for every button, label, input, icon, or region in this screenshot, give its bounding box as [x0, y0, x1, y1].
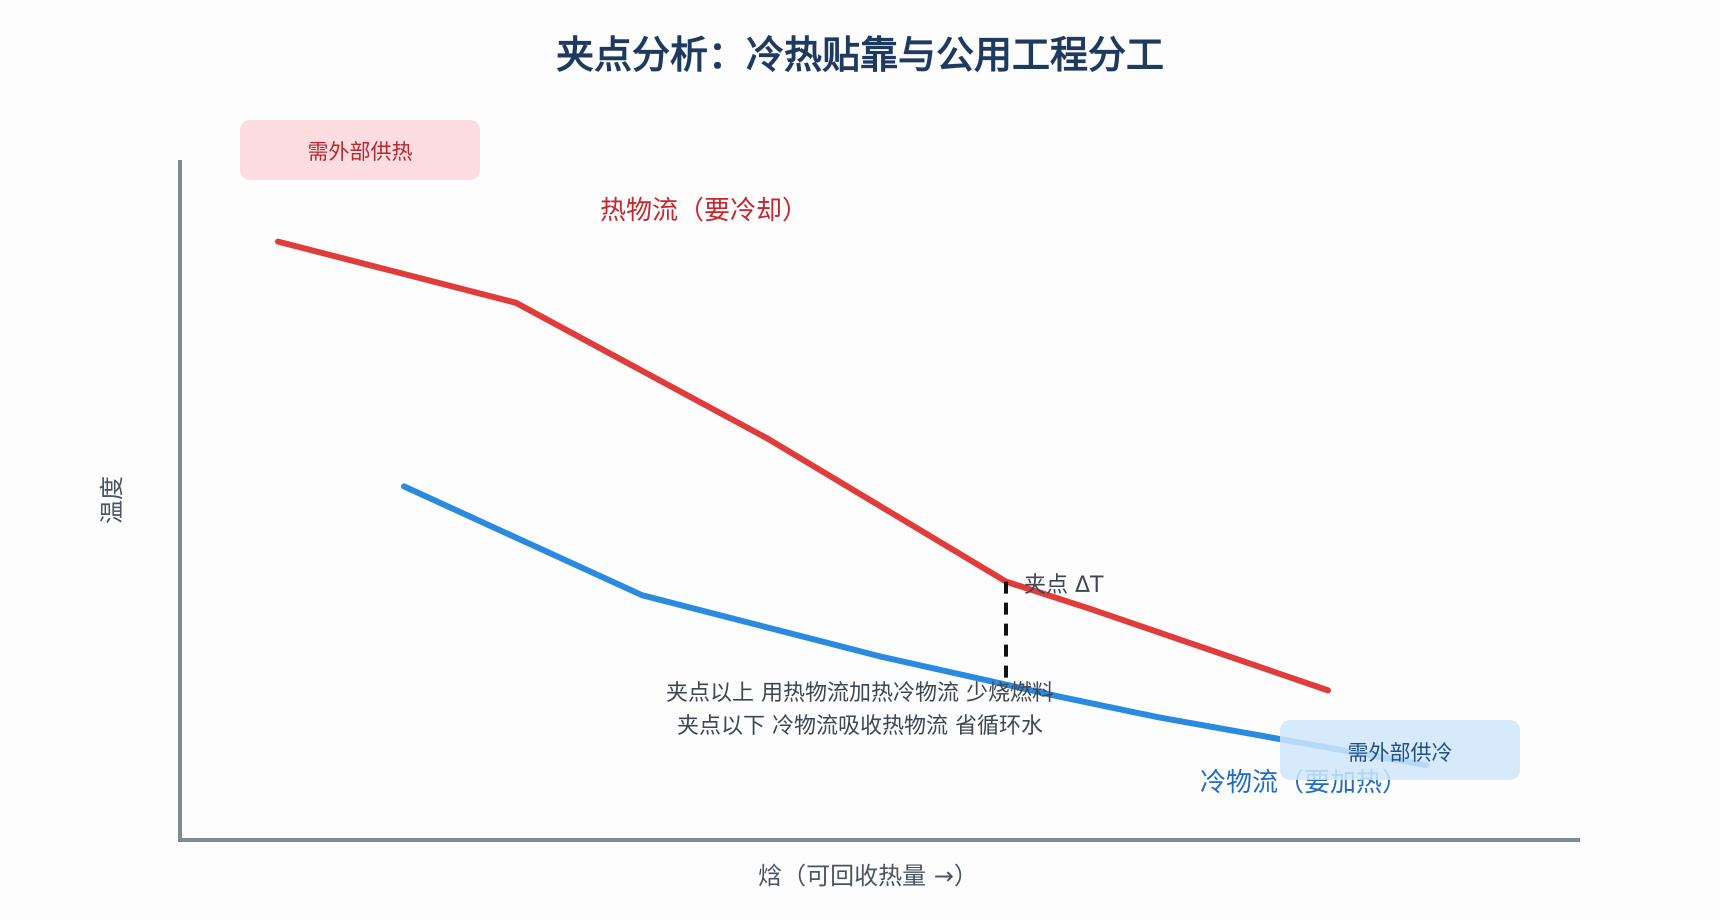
pinch-label: 夹点 ΔT	[1024, 573, 1104, 598]
cold-utility-badge	[1280, 720, 1520, 780]
x-axis-label: 焓（可回收热量 →）	[758, 862, 978, 890]
note-line-1: 夹点以上 用热物流加热冷物流 少烧燃料	[666, 681, 1054, 706]
cold-stream-line	[401, 483, 1429, 769]
cold-utility-label: 需外部供冷	[1348, 741, 1453, 765]
hot-stream-label: 热物流（要冷却）	[600, 196, 808, 226]
hot-utility-label: 需外部供热	[308, 140, 413, 164]
note-line-2: 夹点以下 冷物流吸收热物流 省循环水	[677, 714, 1043, 739]
hot-stream-line	[275, 238, 1331, 694]
y-axis-label: 温度	[98, 476, 126, 524]
hot-utility-badge	[240, 120, 480, 180]
chart-title: 夹点分析：冷热贴靠与公用工程分工	[556, 33, 1164, 77]
